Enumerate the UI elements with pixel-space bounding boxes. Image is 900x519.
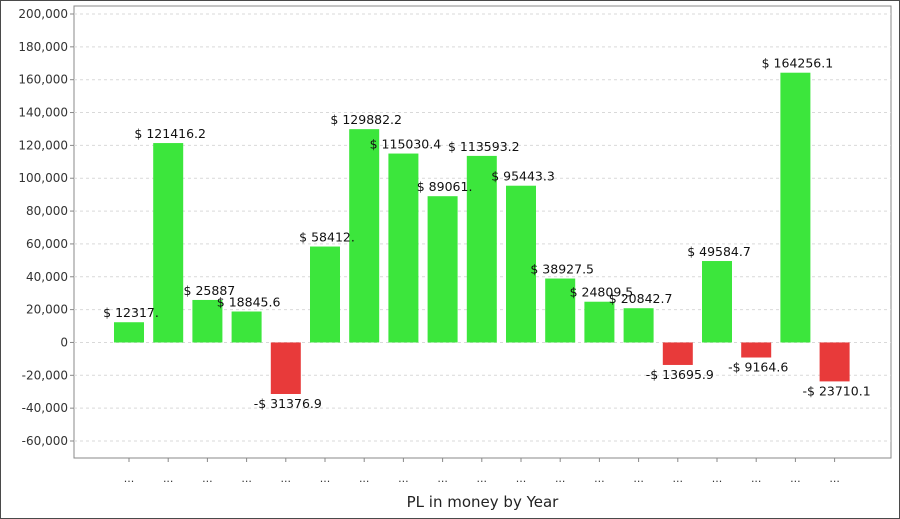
- bar: [702, 261, 732, 343]
- bar: [741, 342, 772, 358]
- data-label: -$ 31376.9: [254, 396, 322, 411]
- y-tick-label: 0: [60, 335, 68, 349]
- y-tick-label: 140,000: [18, 106, 68, 120]
- x-tick-label: ...: [281, 472, 292, 485]
- data-label: $ 20842.7: [609, 291, 673, 306]
- y-tick-label: 200,000: [18, 7, 68, 21]
- x-tick-label: ...: [790, 472, 801, 485]
- x-tick-label: ...: [751, 472, 762, 485]
- bar: [231, 311, 262, 343]
- x-tick-label: ...: [241, 472, 252, 485]
- bar: [388, 153, 419, 343]
- bar: [819, 342, 850, 382]
- x-tick-label: ...: [320, 472, 331, 485]
- data-label: $ 95443.3: [491, 169, 555, 184]
- data-label: $ 113593.2: [448, 139, 520, 154]
- y-tick-label: 40,000: [26, 270, 68, 284]
- bars: [114, 72, 850, 394]
- x-tick-label: ...: [829, 472, 840, 485]
- y-tick-label: 20,000: [26, 303, 68, 317]
- x-tick-label: ...: [359, 472, 370, 485]
- data-label: $ 49584.7: [687, 244, 751, 259]
- y-tick-label: 100,000: [18, 171, 68, 185]
- y-tick-label: -40,000: [22, 401, 68, 415]
- data-label: $ 12317.: [103, 305, 159, 320]
- y-tick-label: 60,000: [26, 237, 68, 251]
- data-label: $ 89061.: [417, 179, 473, 194]
- bar: [270, 342, 301, 394]
- y-tick-label: 80,000: [26, 204, 68, 218]
- bar: [349, 129, 380, 343]
- x-tick-label: ...: [437, 472, 448, 485]
- y-tick-label: 160,000: [18, 73, 68, 87]
- x-tick-label: ...: [163, 472, 174, 485]
- data-label: $ 25887: [184, 283, 236, 298]
- x-tick-label: ...: [202, 472, 213, 485]
- x-tick-label: ...: [555, 472, 566, 485]
- x-axis-label: PL in money by Year: [406, 493, 559, 511]
- data-label: -$ 13695.9: [646, 367, 714, 382]
- data-label: $ 164256.1: [762, 56, 834, 71]
- data-label: $ 129882.2: [330, 112, 402, 127]
- data-label: $ 58412.: [299, 230, 355, 245]
- x-tick-label: ...: [398, 472, 409, 485]
- bar: [192, 299, 223, 343]
- bar: [114, 322, 144, 343]
- x-tick-label: ...: [712, 472, 723, 485]
- x-tick-label: ...: [124, 472, 135, 485]
- bar: [466, 155, 497, 343]
- data-label: $ 24809.5: [570, 285, 634, 300]
- bar: [310, 246, 340, 343]
- y-tick-label: -20,000: [22, 368, 68, 382]
- x-tick-label: ...: [673, 472, 684, 485]
- data-label: -$ 23710.1: [803, 383, 871, 398]
- data-label: $ 121416.2: [134, 126, 206, 141]
- y-tick-label: -60,000: [22, 434, 68, 448]
- bar: [427, 196, 458, 343]
- bar: [780, 72, 811, 343]
- x-tick-label: ...: [594, 472, 605, 485]
- data-label: $ 38927.5: [530, 262, 594, 277]
- bar: [153, 143, 184, 343]
- bar: [506, 185, 536, 343]
- data-label: $ 115030.4: [370, 137, 442, 152]
- bar: [545, 278, 576, 343]
- y-tick-label: 180,000: [18, 40, 68, 54]
- bar: [662, 342, 693, 365]
- x-tick-label: ...: [633, 472, 644, 485]
- data-label: $ 18845.6: [217, 295, 281, 310]
- y-tick-label: 120,000: [18, 138, 68, 152]
- bar: [584, 301, 615, 343]
- data-labels: $ 12317. $ 121416.2 $ 25887$ 18845.6 -$ 313…: [103, 56, 871, 411]
- x-tick-label: ...: [477, 472, 488, 485]
- y-axis-ticks: -60,000 -40,000 -20,000 0 20,000 40,000 60,000…: [18, 7, 74, 448]
- x-tick-label: ...: [516, 472, 527, 485]
- data-label: -$ 9164.6: [728, 360, 788, 375]
- bar: [623, 308, 654, 343]
- x-axis-ticks: ........................................…: [124, 458, 840, 485]
